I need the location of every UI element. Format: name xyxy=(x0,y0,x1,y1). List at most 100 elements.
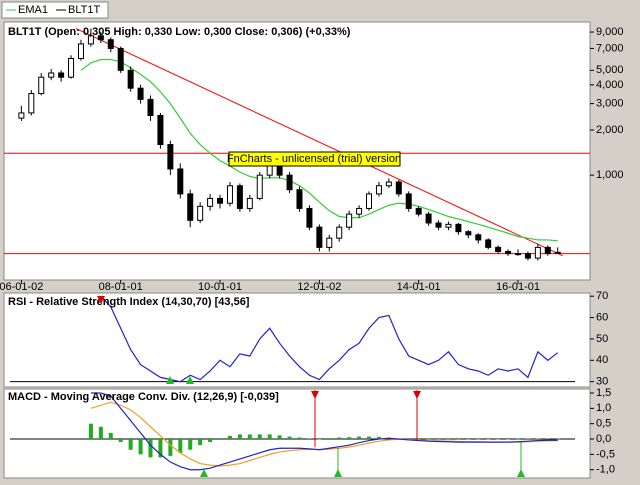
histogram-bar xyxy=(486,439,491,440)
price-panel xyxy=(3,21,591,281)
candle-body xyxy=(316,226,323,248)
histogram-bar xyxy=(496,439,501,440)
y-tick-label: 1,5 xyxy=(596,387,611,399)
candle-body xyxy=(375,185,382,195)
series-line xyxy=(90,392,558,471)
candle-body xyxy=(505,250,512,255)
legend-label: BLT1T xyxy=(68,4,100,16)
series-line xyxy=(100,295,559,383)
histogram-bar xyxy=(188,439,193,450)
buy-signal xyxy=(334,469,342,477)
histogram-bar xyxy=(555,438,560,440)
histogram-bar xyxy=(436,439,441,440)
histogram-bar xyxy=(257,434,262,440)
candle-body xyxy=(455,223,462,233)
candle-body xyxy=(475,234,482,241)
y-tick-label: 50 xyxy=(596,333,608,345)
x-tick-label: 06-01-02 xyxy=(0,281,43,293)
histogram-bar xyxy=(357,436,362,440)
candle-body xyxy=(58,72,65,78)
candle-body xyxy=(336,226,343,239)
histogram-bar xyxy=(456,439,461,440)
candle-body xyxy=(544,246,551,255)
legend xyxy=(1,1,109,19)
histogram-bar xyxy=(317,439,322,440)
chart-title: BLT1T (Open: 0,305 High: 0,330 Low: 0,30… xyxy=(8,26,351,38)
x-tick-label: 14-01-01 xyxy=(397,281,441,293)
histogram-bar xyxy=(218,438,223,440)
candle-body xyxy=(18,112,25,119)
histogram-bar xyxy=(168,439,173,456)
y-tick-label: 7,000 xyxy=(596,42,624,54)
candle-body xyxy=(117,47,124,71)
x-tick-label: 10-01-01 xyxy=(198,281,242,293)
candle-body xyxy=(346,213,353,228)
candle-body xyxy=(167,144,174,170)
histogram-bar xyxy=(128,439,133,450)
candle-body xyxy=(137,87,144,100)
sell-signal xyxy=(413,391,421,399)
candle-body xyxy=(435,222,442,228)
candle-body xyxy=(554,251,561,254)
y-tick-label: 4,000 xyxy=(596,79,624,91)
candle-body xyxy=(236,185,243,209)
histogram-bar xyxy=(148,439,153,458)
histogram-bar xyxy=(277,435,282,440)
histogram-bar xyxy=(227,435,232,440)
panel-title: MACD - Moving Average Conv. Div. (12,26,… xyxy=(8,391,279,403)
sell-signal xyxy=(97,296,105,304)
histogram-bar xyxy=(237,434,242,440)
candle-body xyxy=(197,205,204,221)
candle-body xyxy=(445,223,452,228)
histogram-bar xyxy=(347,437,352,440)
candle-body xyxy=(107,39,114,49)
histogram-bar xyxy=(108,432,113,440)
trend-line xyxy=(75,28,563,257)
candle-body xyxy=(217,197,224,204)
candle-body xyxy=(187,193,194,221)
y-tick-label: 0,0 xyxy=(596,433,611,445)
panel-title: RSI - Relative Strength Index (14,30,70)… xyxy=(8,296,250,308)
histogram-bar xyxy=(198,439,203,446)
histogram-bar xyxy=(426,439,431,440)
histogram-bar xyxy=(208,439,213,443)
candle-body xyxy=(524,253,531,259)
y-tick-label: 0,5 xyxy=(596,418,611,430)
candle-body xyxy=(48,72,55,78)
candle-body xyxy=(306,207,313,228)
y-tick-label: 40 xyxy=(596,354,608,366)
buy-signal xyxy=(166,376,174,384)
candle-body xyxy=(514,253,521,256)
histogram-bar xyxy=(476,439,481,440)
rsi-panel xyxy=(3,292,591,388)
histogram-bar xyxy=(337,437,342,440)
candle-body xyxy=(157,114,164,146)
histogram-bar xyxy=(118,439,123,443)
candle-body xyxy=(256,174,263,199)
candle-body xyxy=(147,98,154,116)
histogram-bar xyxy=(545,438,550,440)
candle-body xyxy=(38,76,45,95)
candle-body xyxy=(77,43,84,59)
candle-body xyxy=(366,193,373,209)
histogram-bar xyxy=(446,439,451,440)
buy-signal xyxy=(200,469,208,477)
y-tick-label: 2,000 xyxy=(596,124,624,136)
candle-body xyxy=(485,239,492,248)
x-tick-label: 12-01-02 xyxy=(297,281,341,293)
histogram-bar xyxy=(327,438,332,440)
histogram-bar xyxy=(267,434,272,440)
candle-body xyxy=(425,213,432,224)
candle-body xyxy=(246,197,253,209)
buy-signal xyxy=(517,469,525,477)
histogram-bar xyxy=(247,434,252,440)
candle-body xyxy=(356,207,363,215)
candle-body xyxy=(177,168,184,195)
histogram-bar xyxy=(138,439,143,455)
sell-signal xyxy=(311,391,319,399)
y-tick-label: 70 xyxy=(596,290,608,302)
histogram-bar xyxy=(466,439,471,440)
candle-body xyxy=(296,189,303,209)
histogram-bar xyxy=(98,426,103,440)
